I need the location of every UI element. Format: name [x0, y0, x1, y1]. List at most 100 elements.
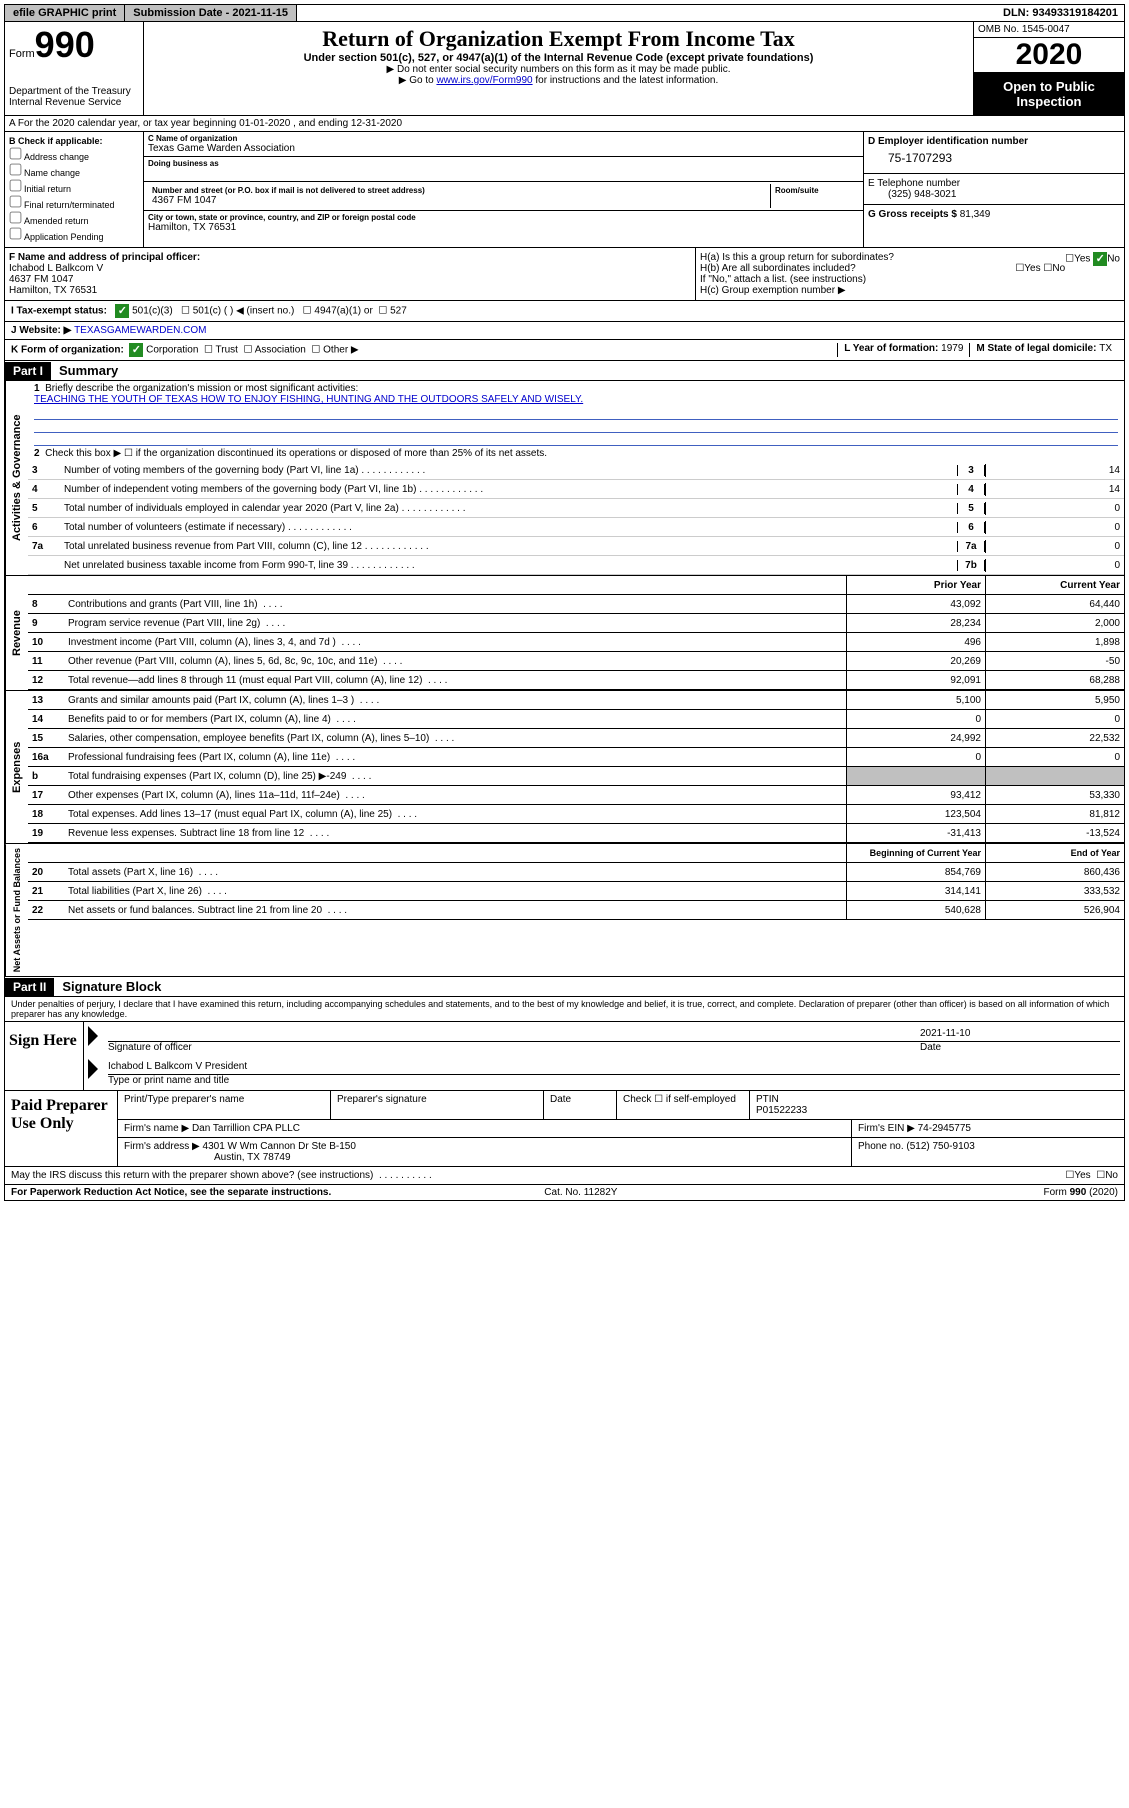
sign-right: 2021-11-10 Signature of officer Date Ich…	[84, 1022, 1124, 1090]
form-label: Form	[9, 48, 35, 60]
k-label: K Form of organization:	[11, 345, 124, 356]
assoc-label: Association	[255, 345, 306, 356]
goto-note: ▶ Go to www.irs.gov/Form990 for instruct…	[148, 75, 969, 86]
check-initial-return[interactable]: Initial return	[9, 179, 139, 194]
summary-line: 18Total expenses. Add lines 13–17 (must …	[28, 805, 1124, 824]
summary-line: 10Investment income (Part VIII, column (…	[28, 633, 1124, 652]
prep-row-1: Print/Type preparer's name Preparer's si…	[117, 1091, 1124, 1120]
check-app-pending[interactable]: Application Pending	[9, 227, 139, 242]
row-i-tax-status: I Tax-exempt status: ✓ 501(c)(3) ☐ 501(c…	[4, 301, 1125, 322]
firm-addr-label: Firm's address ▶	[124, 1141, 203, 1152]
subdate-label: Submission Date -	[133, 7, 232, 19]
group-return: H(a) Is this a group return for subordin…	[695, 248, 1124, 300]
summary-line: 21Total liabilities (Part X, line 26) . …	[28, 882, 1124, 901]
irs-link[interactable]: www.irs.gov/Form990	[436, 75, 532, 86]
summary-line: bTotal fundraising expenses (Part IX, co…	[28, 767, 1124, 786]
l1-label: Briefly describe the organization's miss…	[45, 383, 358, 394]
goto-post: for instructions and the latest informat…	[533, 75, 719, 86]
firm-name: Dan Tarrillion CPA PLLC	[192, 1123, 300, 1134]
footer-mid: Cat. No. 11282Y	[544, 1187, 617, 1198]
officer-name: Ichabod L Balkcom V	[9, 263, 103, 274]
f-label: F Name and address of principal officer:	[9, 252, 200, 263]
m-value: TX	[1099, 343, 1112, 354]
summary-line: 13Grants and similar amounts paid (Part …	[28, 691, 1124, 710]
prep-date-label: Date	[543, 1091, 616, 1119]
org-name-cell: C Name of organization Texas Game Warden…	[144, 132, 863, 157]
gross-cell: G Gross receipts $ 81,349	[864, 205, 1124, 224]
hb-label: H(b) Are all subordinates included?	[700, 263, 856, 274]
part2-badge: Part II	[5, 978, 54, 996]
website-link[interactable]: TEXASGAMEWARDEN.COM	[74, 325, 206, 336]
officer-addr1: 4637 FM 1047	[9, 274, 74, 285]
dept-irs: Internal Revenue Service	[9, 97, 139, 108]
501c-label: 501(c) ( ) ◀ (insert no.)	[193, 306, 295, 317]
col-c-org: C Name of organization Texas Game Warden…	[144, 132, 863, 247]
may-irs-checks[interactable]: ☐Yes ☐No	[1065, 1170, 1118, 1181]
summary-line: 16aProfessional fundraising fees (Part I…	[28, 748, 1124, 767]
exp-content: 13Grants and similar amounts paid (Part …	[28, 691, 1124, 843]
gross-value: 81,349	[960, 209, 991, 220]
l2-label: Check this box ▶ ☐ if the organization d…	[45, 448, 547, 459]
check-address-change[interactable]: Address change	[9, 147, 139, 162]
4947-label: 4947(a)(1) or	[314, 306, 372, 317]
rule	[34, 433, 1118, 446]
checkmark-icon: ✓	[1093, 252, 1107, 266]
preparer-block: Paid Preparer Use Only Print/Type prepar…	[4, 1091, 1125, 1167]
m-label: M State of legal domicile:	[976, 343, 1099, 354]
dept-treasury: Department of the Treasury	[9, 86, 139, 97]
tel-value: (325) 948-3021	[868, 189, 1120, 200]
efile-print-button[interactable]: efile GRAPHIC print	[5, 5, 125, 21]
vtab-rev: Revenue	[5, 576, 28, 690]
inspect-line1: Open to Public	[1003, 79, 1095, 94]
sign-block: Sign Here 2021-11-10 Signature of office…	[4, 1022, 1125, 1091]
footer-left: For Paperwork Reduction Act Notice, see …	[11, 1187, 331, 1198]
l-label: L Year of formation:	[844, 343, 941, 354]
vtab-net: Net Assets or Fund Balances	[5, 844, 28, 976]
sig-line-1: 2021-11-10	[108, 1026, 1120, 1042]
line-2: 2 Check this box ▶ ☐ if the organization…	[28, 446, 1124, 461]
l-value: 1979	[941, 343, 963, 354]
sig-officer-label: Signature of officer	[108, 1042, 920, 1053]
typed-name: Ichabod L Balkcom V President	[108, 1061, 247, 1072]
summary-line: 20Total assets (Part X, line 16) . . . .…	[28, 863, 1124, 882]
street-address: 4367 FM 1047	[152, 195, 766, 206]
year-formation: L Year of formation: 1979	[837, 343, 969, 357]
rev-header: Prior Year Current Year	[28, 576, 1124, 595]
typed-label: Type or print name and title	[108, 1075, 1120, 1086]
trust-label: Trust	[216, 345, 238, 356]
rev-content: Prior Year Current Year 8Contributions a…	[28, 576, 1124, 690]
firm-name-cell: Firm's name ▶ Dan Tarrillion CPA PLLC	[117, 1120, 851, 1137]
tel-cell: E Telephone number (325) 948-3021	[864, 174, 1124, 205]
gross-label: G Gross receipts $	[868, 209, 960, 220]
firm-phone-cell: Phone no. (512) 750-9103	[851, 1138, 1124, 1166]
subdate-value: 2021-11-15	[232, 7, 288, 19]
may-irs-text: May the IRS discuss this return with the…	[11, 1170, 1065, 1181]
ptin-value: P01522233	[756, 1105, 807, 1116]
net-header: Beginning of Current Year End of Year	[28, 844, 1124, 863]
summary-line: 3Number of voting members of the governi…	[28, 461, 1124, 480]
officer-addr2: Hamilton, TX 76531	[9, 285, 97, 296]
begin-year-hdr: Beginning of Current Year	[846, 844, 985, 862]
tel-label: E Telephone number	[868, 178, 1120, 189]
rule	[34, 420, 1118, 433]
ssn-note: ▶ Do not enter social security numbers o…	[148, 64, 969, 75]
summary-line: 9Program service revenue (Part VIII, lin…	[28, 614, 1124, 633]
firm-name-label: Firm's name ▶	[124, 1123, 192, 1134]
omb-number: OMB No. 1545-0047	[974, 22, 1124, 38]
check-name-change[interactable]: Name change	[9, 163, 139, 178]
hc-label: H(c) Group exemption number ▶	[700, 285, 1120, 296]
check-amended[interactable]: Amended return	[9, 211, 139, 226]
dln-label: DLN:	[1003, 7, 1032, 19]
corp-label: Corporation	[146, 345, 198, 356]
principal-officer: F Name and address of principal officer:…	[5, 248, 695, 300]
summary-line: 7aTotal unrelated business revenue from …	[28, 537, 1124, 556]
topbar: efile GRAPHIC print Submission Date - 20…	[4, 4, 1125, 22]
org-name: Texas Game Warden Association	[148, 143, 859, 154]
self-emp-label: Check ☐ if self-employed	[616, 1091, 749, 1119]
footer-right: Form 990 (2020)	[1044, 1187, 1118, 1198]
part1-badge: Part I	[5, 362, 51, 380]
check-final-return[interactable]: Final return/terminated	[9, 195, 139, 210]
preparer-right: Print/Type preparer's name Preparer's si…	[117, 1091, 1124, 1166]
arrow-icon	[88, 1026, 98, 1046]
row-a-tax-year: A For the 2020 calendar year, or tax yea…	[4, 116, 1125, 132]
